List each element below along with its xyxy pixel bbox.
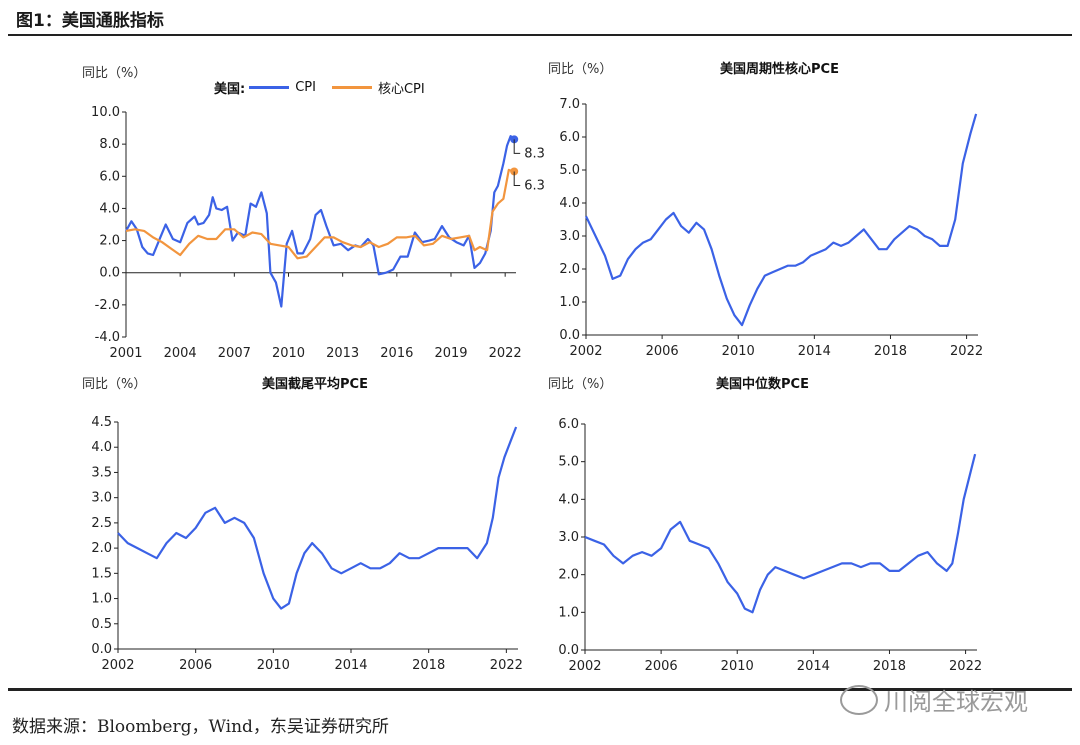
x-tick-label: 2019 [434,346,467,361]
chart-median-pce-plot: 0.0 1.0 2.0 3.0 4.0 5.0 6.0 2002 2006 2010 2014 201… [558,417,982,674]
top-rule [8,34,1072,36]
y-tick-label: 6.0 [99,169,120,184]
y-tick-label: 0.0 [559,328,580,343]
x-tick-label: 2013 [326,346,359,361]
series-line-1 [125,168,515,260]
x-tick-label: 2018 [412,658,445,673]
y-tick-label: 3.0 [559,229,580,244]
x-tick-label: 2001 [109,346,142,361]
y-tick-label: 3.5 [91,465,112,480]
x-tick-label: 2010 [721,659,754,674]
y-tick-label: 0.5 [91,617,112,632]
x-tick-label: 2004 [164,346,197,361]
series-end-leader-0 [513,139,521,154]
x-tick-label: 2014 [334,658,367,673]
x-tick-label: 2006 [645,659,678,674]
x-tick-label: 2010 [722,344,755,359]
y-tick-label: 2.0 [559,262,580,277]
y-tick-label: 3.0 [558,530,579,545]
y-tick-label: 2.0 [558,568,579,583]
y-tick-label: 4.0 [91,440,112,455]
x-tick-label: 2022 [949,659,982,674]
legend-prefix: 美国: [214,82,246,97]
series-line-0 [125,134,515,308]
x-tick-label: 2018 [874,344,907,359]
legend-cpi-swatch [249,86,290,89]
y-tick-label: 1.0 [559,295,580,310]
source-note: 数据来源：Bloomberg，Wind，东吴证券研究所 [12,717,389,737]
series-end-label-1: 6.3 [524,178,545,193]
y-tick-label: 4.0 [99,201,120,216]
x-tick-label: 2010 [272,346,305,361]
series-end-leader-1 [513,171,521,186]
y-tick-label: 0.0 [558,643,579,658]
y-tick-label: 5.0 [559,163,580,178]
x-tick-label: 2006 [179,658,212,673]
x-tick-label: 2006 [646,344,679,359]
y-tick-label: 2.0 [99,234,120,249]
x-tick-label: 2010 [257,658,290,673]
chart-cpi-legend: 美国: CPI 核心CPI [214,78,425,97]
y-tick-label: 8.0 [99,137,120,152]
x-tick-label: 2022 [490,658,523,673]
chart-median-pce-ylabel: 同比（%） [548,377,613,392]
y-tick-label: 2.0 [91,541,112,556]
chart-cpi-ylabel: 同比（%） [82,66,147,81]
chart-trimmed-pce: 同比（%） 美国截尾平均PCE 0.0 0.5 1.0 1.5 2.0 2.5 3.0 3.5… [0,365,540,685]
y-tick-label: 3.0 [91,491,112,506]
y-tick-label: 10.0 [91,105,120,120]
y-tick-label: 1.5 [91,566,112,581]
x-tick-label: 2016 [380,346,413,361]
y-tick-label: 1.0 [91,592,112,607]
x-tick-label: 2018 [873,659,906,674]
y-tick-label: 0.0 [99,266,120,281]
chart-trimmed-pce-ylabel: 同比（%） [82,377,147,392]
y-tick-label: 6.0 [558,417,579,432]
y-tick-label: 1.0 [558,605,579,620]
bottom-rule [8,688,1072,691]
chart-cpi-plot: -4.0 -2.0 0.0 2.0 4.0 6.0 8.0 10.0 2001 2004 2007 2… [91,105,545,361]
x-tick-label: 2002 [101,658,134,673]
y-tick-label: 4.0 [559,196,580,211]
x-tick-label: 2002 [569,344,602,359]
chart-cyclical-pce-plot: 0.0 1.0 2.0 3.0 4.0 5.0 6.0 7.0 2002 2006 2010 2014… [559,97,983,359]
chart-cpi: 同比（%） 美国: CPI 核心CPI -4.0 -2.0 0.0 2.0 4.0 6.0… [0,40,545,370]
y-tick-label: 4.5 [91,415,112,430]
chart-trimmed-pce-title: 美国截尾平均PCE [262,377,368,392]
y-tick-label: 6.0 [559,130,580,145]
chart-cyclical-pce: 同比（%） 美国周期性核心PCE 0.0 1.0 2.0 3.0 4.0 5.0 6.0 7.… [540,40,1080,370]
y-tick-label: 0.0 [91,642,112,657]
series-line-0 [585,113,978,327]
legend-core-cpi-label: 核心CPI [377,82,425,97]
y-tick-label: 5.0 [558,455,579,470]
legend-core-cpi-swatch [331,86,372,89]
chart-median-pce-title: 美国中位数PCE [716,377,809,392]
watermark-text: 川阅全球宏观 [884,688,1028,716]
series-end-label-0: 8.3 [524,146,545,161]
wechat-icon [840,684,878,715]
y-tick-label: 7.0 [559,97,580,112]
series-line-0 [584,453,977,614]
chart-median-pce: 同比（%） 美国中位数PCE 0.0 1.0 2.0 3.0 4.0 5.0 6.0 2002… [540,365,1080,685]
chart-trimmed-pce-plot: 0.0 0.5 1.0 1.5 2.0 2.5 3.0 3.5 4.0 4.5 2002 2006 20… [91,415,523,673]
x-tick-label: 2014 [798,344,831,359]
watermark: 川阅全球宏观 [840,682,1028,717]
x-tick-label: 2007 [218,346,251,361]
figure-title: 图1：美国通胀指标 [16,11,164,31]
y-tick-label: -2.0 [95,298,120,313]
y-tick-label: 2.5 [91,516,112,531]
x-tick-label: 2002 [568,659,601,674]
x-tick-label: 2022 [489,346,522,361]
chart-cyclical-pce-ylabel: 同比（%） [548,62,613,77]
x-tick-label: 2014 [797,659,830,674]
y-tick-label: 4.0 [558,492,579,507]
chart-cyclical-pce-title: 美国周期性核心PCE [720,62,839,77]
y-tick-label: -4.0 [95,330,120,345]
series-line-0 [117,426,518,610]
legend-cpi-label: CPI [295,80,316,95]
x-tick-label: 2022 [950,344,983,359]
